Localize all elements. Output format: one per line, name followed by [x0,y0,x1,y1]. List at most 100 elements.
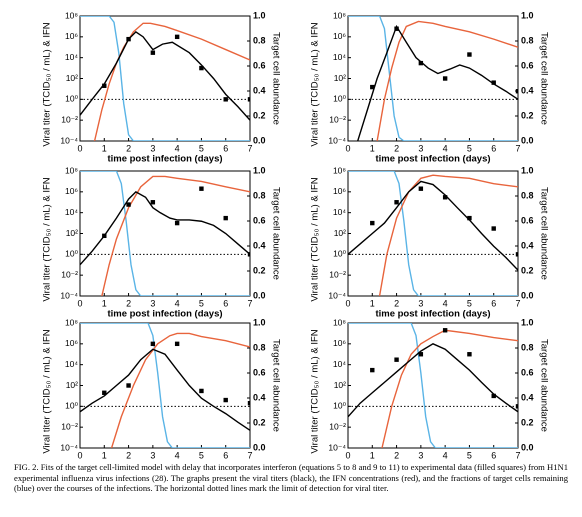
x-tick-label: 0 [77,143,82,153]
y-axis-label: Viral titer (TCID₅₀ / mL) & IFN [310,22,321,146]
series-line [376,20,518,141]
y2-tick-label: 0.6 [253,367,266,377]
y-tick-label: 10² [334,228,346,238]
x-tick-label: 2 [126,143,131,153]
y2-tick-label: 0.2 [521,417,534,427]
x-tick-label: 5 [199,450,204,460]
y2-tick-label: 1.0 [253,165,266,175]
y-tick-label: 10⁴ [333,52,346,62]
data-point [174,220,180,226]
data-point [442,328,448,333]
y2-tick-label: 1.0 [521,165,534,175]
figure: 0 1 2 3 4 5 6 7 10⁸ 10⁶ 10⁴ 10² 10⁰ 10⁻² 10⁻⁴ 0.0 0.2 0.4… [42,10,550,471]
y-tick-label: 10⁸ [333,317,346,327]
y-tick-label: 10⁶ [333,31,346,41]
panel: 0 1 2 3 4 5 6 7 10⁸ 10⁶ 10⁴ 10² 10⁰ 10⁻² 10⁻⁴ 0.0 0.2 0.4… [310,165,550,319]
x-tick-label: 2 [394,298,399,308]
x-tick-label: 5 [467,298,472,308]
data-point [442,76,448,81]
y-tick-label: 10⁴ [65,52,78,62]
x-tick-label: 6 [491,143,496,153]
y2-tick-label: 0.2 [253,417,266,427]
data-point [150,50,156,55]
y-tick-label: 10⁶ [333,338,346,348]
y-tick-label: 10⁻² [329,114,346,124]
y2-tick-label: 0.2 [521,110,534,120]
x-tick-label: 0 [77,450,82,460]
data-point [394,200,399,205]
y-tick-label: 10⁰ [333,94,346,104]
series-line [80,323,250,448]
y-tick-label: 10⁰ [65,94,78,104]
y-tick-label: 10⁻² [329,269,346,279]
y-axis-label: Viral titer (TCID₅₀ / mL) & IFN [42,177,53,301]
y2-axis-label: Target cell abundance [538,339,549,432]
x-tick-label: 3 [418,143,423,153]
y-axis-label: Viral titer (TCID₅₀ / mL) & IFN [42,22,53,146]
x-tick-label: 4 [175,298,180,308]
y-tick-label: 10² [66,228,78,238]
x-tick-label: 6 [223,143,228,153]
data-point [199,388,204,394]
data-point [418,352,424,357]
y2-tick-label: 0.6 [253,215,266,225]
x-tick-label: 4 [175,143,180,153]
y-tick-label: 10⁻² [61,421,78,431]
x-tick-label: 1 [102,298,107,308]
x-tick-label: 3 [150,450,155,460]
y2-tick-label: 0.0 [521,135,534,145]
data-point [467,52,472,57]
x-tick-label: 5 [467,143,472,153]
series-line [80,171,250,296]
series-line [348,16,518,141]
data-layer [80,171,250,296]
y2-tick-label: 0.2 [521,265,534,275]
data-point [150,200,156,205]
y-tick-label: 10⁸ [333,165,346,175]
x-tick-label: 4 [443,298,448,308]
x-tick-label: 4 [175,450,180,460]
y-tick-label: 10⁶ [65,186,78,196]
x-tick-label: 0 [77,298,82,308]
panel: 0 1 2 3 4 5 6 7 10⁸ 10⁶ 10⁴ 10² 10⁰ 10⁻² 10⁻⁴ 0.0 0.2 0.4… [310,10,550,164]
y-axis-label: Viral titer (TCID₅₀ / mL) & IFN [310,329,321,453]
x-tick-label: 7 [247,450,252,460]
y2-tick-label: 0.8 [253,190,266,200]
data-layer [348,323,518,448]
y2-tick-label: 0.4 [253,392,266,402]
x-tick-label: 6 [223,450,228,460]
data-point [247,252,250,257]
y2-tick-label: 0.0 [521,442,534,452]
y-tick-label: 10⁻² [61,269,78,279]
y-tick-label: 10⁻⁴ [328,290,346,300]
x-tick-label: 7 [247,143,252,153]
y-tick-label: 10⁸ [65,317,78,327]
series-line [348,323,518,448]
y2-tick-label: 0.0 [253,135,266,145]
data-point [174,341,180,347]
x-tick-label: 4 [443,450,448,460]
x-tick-label: 1 [370,298,375,308]
y-tick-label: 10⁻⁴ [60,135,78,145]
data-layer [80,323,250,448]
series-line [348,171,518,296]
plot-frame [79,15,251,142]
y-tick-label: 10⁴ [65,207,78,217]
x-tick-label: 7 [247,298,252,308]
x-tick-label: 3 [150,143,155,153]
y-tick-label: 10⁴ [65,359,78,369]
data-layer [348,16,518,141]
y2-axis-label: Target cell abundance [538,187,549,280]
y-axis-label: Viral titer (TCID₅₀ / mL) & IFN [42,329,53,453]
x-axis-label: time post infection (days) [107,154,222,165]
y-tick-label: 10⁻⁴ [60,290,78,300]
data-point [491,80,496,85]
y-tick-label: 10⁶ [65,338,78,348]
y-tick-label: 10⁻⁴ [328,442,346,452]
panel: 0 1 2 3 4 5 6 7 10⁸ 10⁶ 10⁴ 10² 10⁰ 10⁻² 10⁻⁴ 0.0 0.2 0.4… [310,317,550,471]
data-layer [80,16,250,141]
plot-frame [347,15,519,142]
x-tick-label: 5 [199,298,204,308]
data-point [515,404,518,409]
series-line [80,348,250,431]
